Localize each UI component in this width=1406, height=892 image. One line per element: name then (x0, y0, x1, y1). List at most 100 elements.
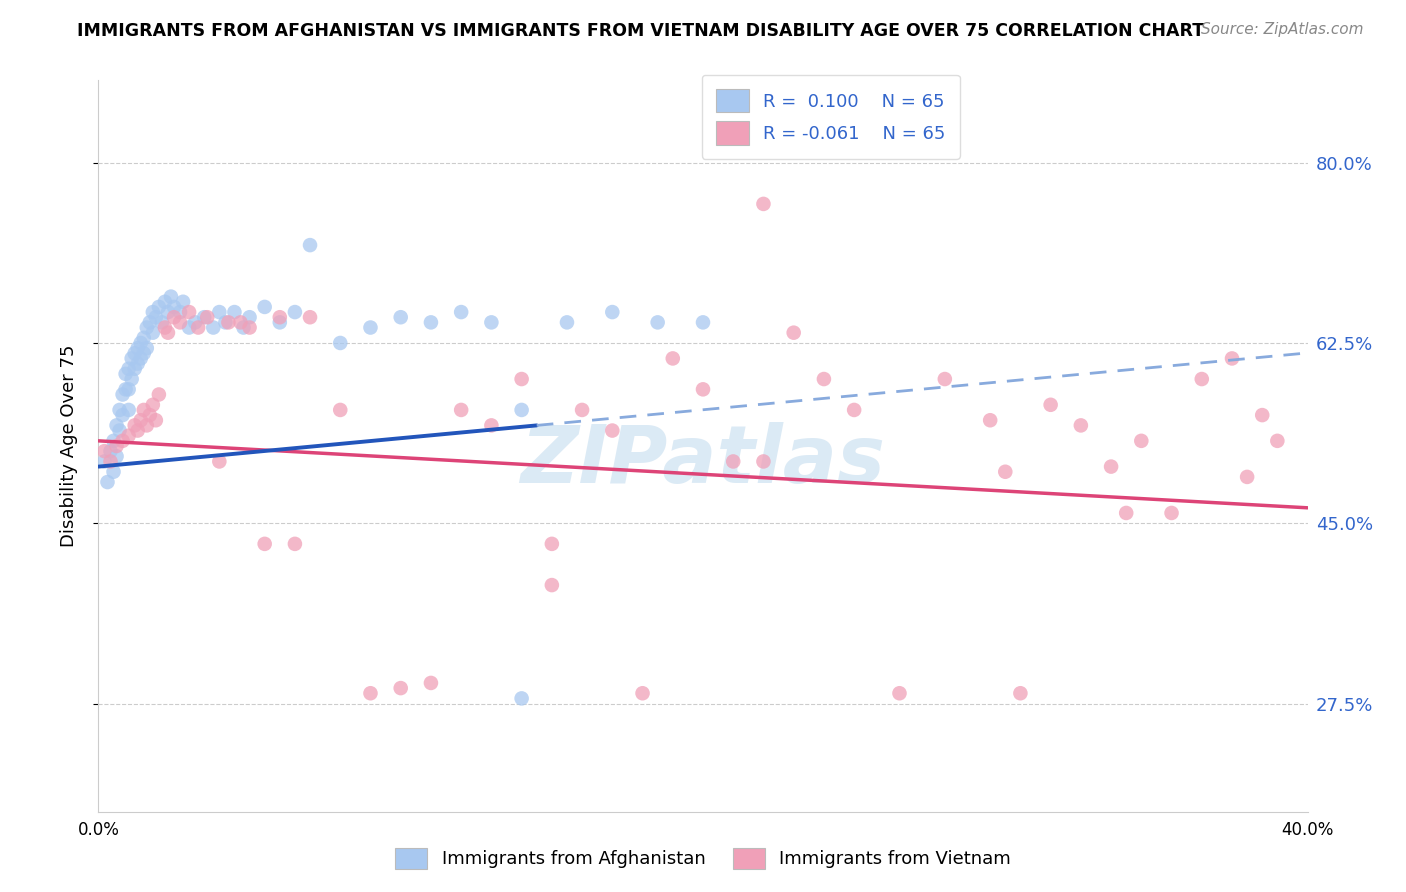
Point (450, 305, 472, 319)
Point (224, 305, 246, 319)
Point (269, 315, 291, 329)
Point (127, 357, 149, 371)
Point (121, 351, 143, 366)
Point (111, 434, 134, 448)
Point (135, 341, 157, 355)
Point (329, 336, 352, 351)
Point (129, 351, 152, 366)
Point (135, 418, 157, 433)
Point (100, 444, 122, 458)
Point (1191, 372, 1213, 386)
Point (602, 305, 624, 319)
Legend: R =  0.100    N = 65, R = -0.061    N = 65: R = 0.100 N = 65, R = -0.061 N = 65 (702, 75, 960, 159)
Point (100, 454, 122, 468)
Point (752, 197, 775, 211)
Point (169, 305, 191, 319)
Point (813, 372, 835, 386)
Point (571, 403, 593, 417)
Point (129, 336, 152, 351)
Point (114, 367, 136, 381)
Point (1010, 686, 1032, 700)
Point (510, 403, 533, 417)
Point (156, 326, 179, 340)
Point (889, 686, 911, 700)
Point (93, 454, 115, 468)
Point (329, 403, 352, 417)
Point (389, 681, 412, 695)
Point (108, 403, 131, 417)
Point (153, 320, 176, 334)
Point (148, 300, 170, 314)
Point (124, 418, 146, 433)
Point (142, 326, 165, 340)
Point (135, 320, 157, 334)
Point (132, 346, 155, 360)
Point (420, 676, 443, 690)
Point (129, 413, 152, 427)
Point (202, 320, 225, 334)
Point (783, 326, 806, 340)
Point (132, 403, 155, 417)
Point (239, 320, 262, 334)
Point (127, 424, 149, 438)
Text: Source: ZipAtlas.com: Source: ZipAtlas.com (1201, 22, 1364, 37)
Point (118, 361, 141, 376)
Point (139, 408, 162, 422)
Point (1039, 398, 1062, 412)
Point (253, 537, 276, 551)
Point (145, 413, 167, 427)
Point (114, 382, 136, 396)
Point (1130, 434, 1153, 448)
Point (631, 686, 654, 700)
Point (299, 310, 322, 325)
Point (360, 320, 382, 334)
Point (187, 320, 209, 334)
Point (1236, 470, 1258, 484)
Point (156, 305, 179, 319)
Point (193, 310, 215, 325)
Point (692, 315, 714, 329)
Point (105, 418, 128, 433)
Point (389, 310, 412, 325)
Point (118, 382, 141, 396)
Point (723, 454, 745, 468)
Point (844, 403, 866, 417)
Point (208, 454, 231, 468)
Point (145, 310, 167, 325)
Point (481, 418, 503, 433)
Point (153, 294, 176, 309)
Point (127, 341, 149, 355)
Point (121, 372, 143, 386)
Point (217, 315, 239, 329)
Legend: Immigrants from Afghanistan, Immigrants from Vietnam: Immigrants from Afghanistan, Immigrants … (388, 840, 1018, 876)
Point (299, 238, 322, 252)
Point (232, 320, 254, 334)
Point (239, 310, 262, 325)
Point (148, 387, 170, 401)
Point (360, 686, 382, 700)
Point (661, 351, 683, 366)
Point (510, 691, 533, 706)
Point (229, 315, 252, 329)
Point (179, 305, 201, 319)
Point (1267, 434, 1289, 448)
Point (1220, 351, 1243, 366)
Text: IMMIGRANTS FROM AFGHANISTAN VS IMMIGRANTS FROM VIETNAM DISABILITY AGE OVER 75 CO: IMMIGRANTS FROM AFGHANISTAN VS IMMIGRANT… (77, 22, 1205, 40)
Point (172, 294, 194, 309)
Point (96, 475, 118, 489)
Point (195, 310, 218, 325)
Text: ZIPatlas: ZIPatlas (520, 422, 886, 500)
Point (208, 305, 231, 319)
Point (481, 315, 503, 329)
Point (163, 300, 186, 314)
Point (163, 310, 186, 325)
Point (540, 578, 562, 592)
Point (105, 439, 128, 453)
Point (994, 465, 1017, 479)
Point (142, 398, 165, 412)
Point (160, 290, 183, 304)
Point (124, 346, 146, 360)
Point (540, 537, 562, 551)
Point (420, 315, 443, 329)
Point (269, 310, 291, 325)
